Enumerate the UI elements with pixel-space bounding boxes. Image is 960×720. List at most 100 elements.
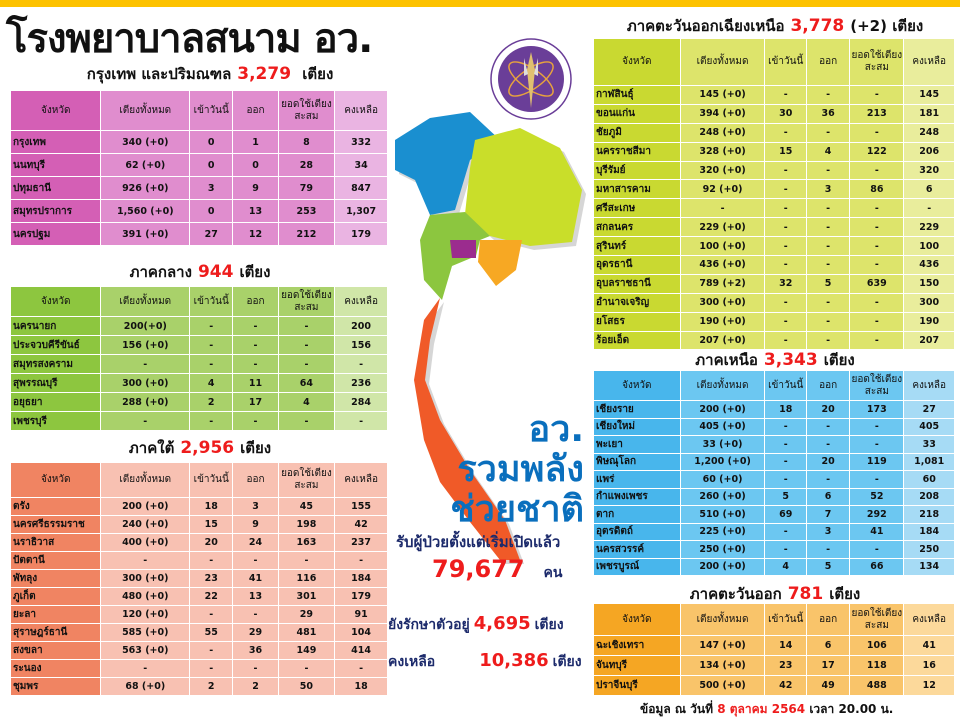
footer-date: 8 ตุลาคม 2564 — [717, 702, 806, 716]
value-cell: 300 (+0) — [100, 373, 191, 393]
value-cell: 300 (+0) — [679, 292, 766, 313]
value-cell: 15 — [764, 141, 807, 162]
value-cell: 328 (+0) — [679, 141, 766, 162]
value-cell: 284 — [334, 392, 388, 412]
value-cell: 394 (+0) — [679, 103, 766, 124]
value-cell: - — [849, 85, 905, 105]
province-cell: แพร่ — [593, 470, 681, 489]
table-row: ปราจีนบุรี 500 (+0) 42 49 488 12 — [593, 675, 955, 696]
table-row: มหาสารคาม 92 (+0) -3 86 6 — [593, 179, 955, 200]
map-region-bangkok — [450, 240, 476, 258]
value-cell: - — [805, 217, 851, 238]
table-row: สมุทรปราการ 1,560 (+0) 0 13 253 1,307 — [9, 199, 388, 223]
map-region-north — [395, 112, 500, 215]
table-row: ชัยภูมิ 248 (+0) - - -248 — [593, 122, 955, 143]
value-cell: - — [805, 255, 851, 275]
value-cell: 68 (+0) — [100, 677, 191, 696]
province-cell: ชัยภูมิ — [593, 122, 681, 143]
table-row: สงขลา 563 (+0) -36 149 414 — [9, 641, 388, 660]
value-cell: 208 — [903, 487, 955, 506]
heading-northeast: ภาคตะวันออกเฉียงเหนือ 3,778 (+2) เตียง — [600, 14, 950, 38]
value-cell: 17 — [232, 392, 279, 412]
value-cell: 18 — [334, 677, 388, 696]
table-row: สุราษฎร์ธานี 585 (+0) 55 29 481 104 — [9, 623, 388, 642]
value-cell: 288 (+0) — [100, 392, 191, 412]
value-cell: 4 — [277, 392, 336, 412]
slogan: อว. รวมพลัง ช่วยชาติ — [450, 410, 584, 530]
column-header: ออก — [232, 286, 279, 317]
top-bar — [0, 0, 960, 7]
province-cell: เชียงราย — [593, 400, 681, 419]
table-row: จันทบุรี 134 (+0) 23 17 118 16 — [593, 655, 955, 676]
heading-total: 781 — [787, 584, 824, 604]
column-header: คงเหลือ — [903, 603, 955, 636]
table-header-row: จังหวัด เตียงทั้งหมด เข้าวันนี้ ออก ยอดใช้เต… — [9, 286, 388, 317]
table-row: ยโสธร 190 (+0) - - -190 — [593, 311, 955, 332]
value-cell: 29 — [232, 623, 279, 642]
province-cell: สมุทรสงคราม — [9, 354, 102, 374]
province-cell: ระนอง — [9, 659, 102, 678]
province-cell: กำแพงเพชร — [593, 487, 681, 506]
value-cell: - — [849, 198, 905, 219]
value-cell: 147 (+0) — [679, 635, 766, 656]
table-row: ปัตตานี - - - - - — [9, 551, 388, 570]
received-unit: คน — [543, 565, 563, 581]
value-cell: 301 — [277, 587, 336, 606]
column-header: ยอดใช้เตียงสะสม — [849, 370, 905, 401]
column-header: คงเหลือ — [903, 370, 955, 401]
province-cell: สุรินทร์ — [593, 236, 681, 257]
heading-bangkok: กรุงเทพ และปริมณฑล 3,279 เตียง — [70, 62, 350, 86]
table-row: เพชรบูรณ์ 200 (+0) 4 5 66 134 — [593, 557, 955, 576]
value-cell: 24 — [232, 533, 279, 552]
column-header: เข้าวันนี้ — [189, 462, 234, 498]
value-cell: 34 — [334, 153, 388, 177]
column-header: ออก — [232, 462, 279, 498]
province-cell: สมุทรปราการ — [9, 199, 102, 223]
value-cell: 250 (+0) — [679, 540, 766, 559]
value-cell: - — [764, 85, 807, 105]
value-cell: 405 (+0) — [679, 417, 766, 436]
value-cell: 106 — [849, 635, 905, 656]
value-cell: 179 — [334, 222, 388, 246]
heading-label: ภาคใต้ — [128, 439, 175, 457]
column-header: เตียงทั้งหมด — [679, 370, 766, 401]
table-south: จังหวัด เตียงทั้งหมด เข้าวันนี้ ออก ยอดใช้เต… — [9, 462, 388, 696]
table-header-row: จังหวัด เตียงทั้งหมด เข้าวันนี้ ออก ยอดใช้เต… — [593, 38, 955, 86]
value-cell: 179 — [334, 587, 388, 606]
value-cell: 91 — [334, 605, 388, 624]
value-cell: - — [764, 217, 807, 238]
value-cell: 92 (+0) — [679, 179, 766, 200]
province-cell: อยุธยา — [9, 392, 102, 412]
treating-stat: ยังรักษาตัวอยู่ 4,695 เตียง — [388, 613, 564, 636]
value-cell: 52 — [849, 487, 905, 506]
column-header: คงเหลือ — [334, 286, 388, 317]
table-row: กาฬสินธุ์ 145 (+0) - - -145 — [593, 85, 955, 105]
value-cell: 119 — [849, 452, 905, 471]
column-header: คงเหลือ — [334, 462, 388, 498]
column-header: ยอดใช้เตียงสะสม — [277, 286, 336, 317]
column-header: ออก — [232, 90, 279, 131]
value-cell: - — [805, 236, 851, 257]
value-cell: 118 — [849, 655, 905, 676]
value-cell: 190 — [903, 311, 955, 332]
table-row: สุรินทร์ 100 (+0) - - -100 — [593, 236, 955, 257]
value-cell: - — [805, 160, 851, 181]
table-east: จังหวัด เตียงทั้งหมด เข้าวันนี้ ออก ยอดใช้เต… — [593, 603, 955, 696]
table-row: ขอนแก่น 394 (+0) 30 36 213 181 — [593, 103, 955, 124]
value-cell: 36 — [805, 103, 851, 124]
value-cell: - — [849, 417, 905, 436]
column-header: เตียงทั้งหมด — [100, 90, 191, 131]
remaining-value: 10,386 — [479, 650, 549, 671]
value-cell: 563 (+0) — [100, 641, 191, 660]
value-cell: 320 (+0) — [679, 160, 766, 181]
heading-unit: เตียง — [239, 263, 271, 281]
value-cell: - — [849, 435, 905, 454]
value-cell: 27 — [189, 222, 234, 246]
province-cell: ปทุมธานี — [9, 176, 102, 200]
value-cell: - — [334, 659, 388, 678]
heading-label: ภาคตะวันออก — [689, 585, 782, 603]
value-cell: 260 (+0) — [679, 487, 766, 506]
value-cell: - — [849, 236, 905, 257]
slogan-line: ช่วยชาติ — [450, 489, 584, 530]
